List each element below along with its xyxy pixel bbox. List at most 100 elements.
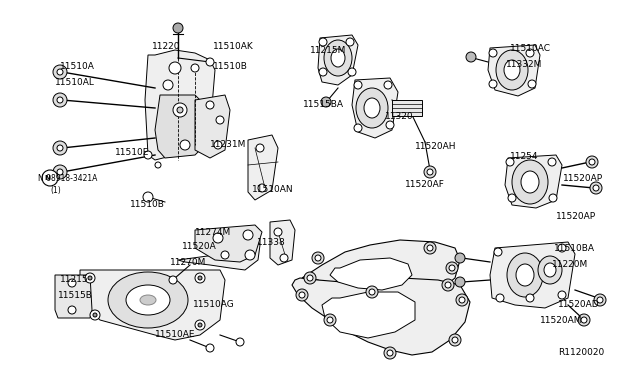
Circle shape — [452, 337, 458, 343]
Text: 11510B: 11510B — [213, 62, 248, 71]
Circle shape — [506, 158, 514, 166]
Circle shape — [274, 228, 282, 236]
Polygon shape — [322, 292, 415, 338]
Text: 11510AE: 11510AE — [155, 330, 195, 339]
Text: 11215M: 11215M — [310, 46, 346, 55]
Circle shape — [386, 121, 394, 129]
Circle shape — [144, 151, 152, 159]
Text: 11220M: 11220M — [552, 260, 588, 269]
Text: 11520AD: 11520AD — [558, 300, 600, 309]
Ellipse shape — [331, 49, 345, 67]
Polygon shape — [55, 275, 92, 318]
Circle shape — [206, 101, 214, 109]
Ellipse shape — [126, 285, 170, 315]
Circle shape — [384, 81, 392, 89]
Text: 11320: 11320 — [385, 112, 413, 121]
Polygon shape — [195, 225, 262, 262]
Circle shape — [245, 250, 255, 260]
Polygon shape — [488, 45, 540, 96]
Polygon shape — [145, 50, 215, 160]
Circle shape — [526, 294, 534, 302]
Circle shape — [346, 38, 354, 46]
Text: 11338: 11338 — [257, 238, 285, 247]
Circle shape — [424, 166, 436, 178]
Circle shape — [195, 273, 205, 283]
Circle shape — [494, 248, 502, 256]
Text: 11510AC: 11510AC — [510, 44, 551, 53]
Circle shape — [387, 350, 393, 356]
Text: N: N — [44, 175, 50, 181]
Circle shape — [319, 38, 327, 46]
Circle shape — [590, 182, 602, 194]
Text: 11215: 11215 — [60, 275, 88, 284]
Circle shape — [315, 255, 321, 261]
Circle shape — [327, 317, 333, 323]
Circle shape — [198, 323, 202, 327]
Circle shape — [307, 275, 313, 281]
Polygon shape — [155, 95, 205, 158]
Ellipse shape — [364, 98, 380, 118]
Circle shape — [526, 49, 534, 57]
Circle shape — [198, 276, 202, 280]
Circle shape — [549, 194, 557, 202]
Circle shape — [459, 297, 465, 303]
Text: 11520AM: 11520AM — [540, 316, 582, 325]
Circle shape — [236, 338, 244, 346]
Polygon shape — [505, 155, 562, 208]
Polygon shape — [352, 78, 398, 138]
Circle shape — [354, 124, 362, 132]
Polygon shape — [318, 35, 358, 85]
Circle shape — [206, 344, 214, 352]
Ellipse shape — [512, 160, 548, 204]
Circle shape — [85, 273, 95, 283]
Bar — [392, 100, 422, 116]
Ellipse shape — [496, 50, 528, 90]
Polygon shape — [302, 240, 460, 295]
Polygon shape — [330, 258, 412, 290]
Circle shape — [466, 52, 476, 62]
Polygon shape — [292, 278, 470, 355]
Text: 11520AP: 11520AP — [563, 174, 603, 183]
Circle shape — [191, 64, 199, 72]
Circle shape — [280, 254, 288, 262]
Circle shape — [496, 294, 504, 302]
Circle shape — [53, 141, 67, 155]
Text: 11510AK: 11510AK — [213, 42, 253, 51]
Circle shape — [57, 97, 63, 103]
Circle shape — [508, 194, 516, 202]
Circle shape — [173, 103, 187, 117]
Polygon shape — [178, 235, 260, 270]
Circle shape — [558, 244, 566, 252]
Ellipse shape — [544, 263, 556, 277]
Circle shape — [68, 279, 76, 287]
Text: R1120020: R1120020 — [558, 348, 604, 357]
Text: 11254: 11254 — [510, 152, 538, 161]
Circle shape — [354, 81, 362, 89]
Ellipse shape — [108, 272, 188, 328]
Ellipse shape — [324, 40, 352, 76]
Circle shape — [180, 140, 190, 150]
Text: 11510BA: 11510BA — [554, 244, 595, 253]
Text: 11231M: 11231M — [210, 140, 246, 149]
Circle shape — [528, 80, 536, 88]
Circle shape — [578, 314, 590, 326]
Circle shape — [427, 169, 433, 175]
Circle shape — [424, 242, 436, 254]
Circle shape — [57, 169, 63, 175]
Circle shape — [589, 159, 595, 165]
Circle shape — [593, 185, 599, 191]
Circle shape — [90, 310, 100, 320]
Circle shape — [155, 162, 161, 168]
Circle shape — [489, 80, 497, 88]
Text: 11220: 11220 — [152, 42, 180, 51]
Circle shape — [324, 314, 336, 326]
Circle shape — [68, 306, 76, 314]
Text: 11510E: 11510E — [115, 148, 149, 157]
Text: 11520AP: 11520AP — [556, 212, 596, 221]
Circle shape — [455, 277, 465, 287]
Circle shape — [258, 184, 266, 192]
Circle shape — [548, 158, 556, 166]
Circle shape — [57, 69, 63, 75]
Polygon shape — [80, 270, 225, 340]
Circle shape — [366, 286, 378, 298]
